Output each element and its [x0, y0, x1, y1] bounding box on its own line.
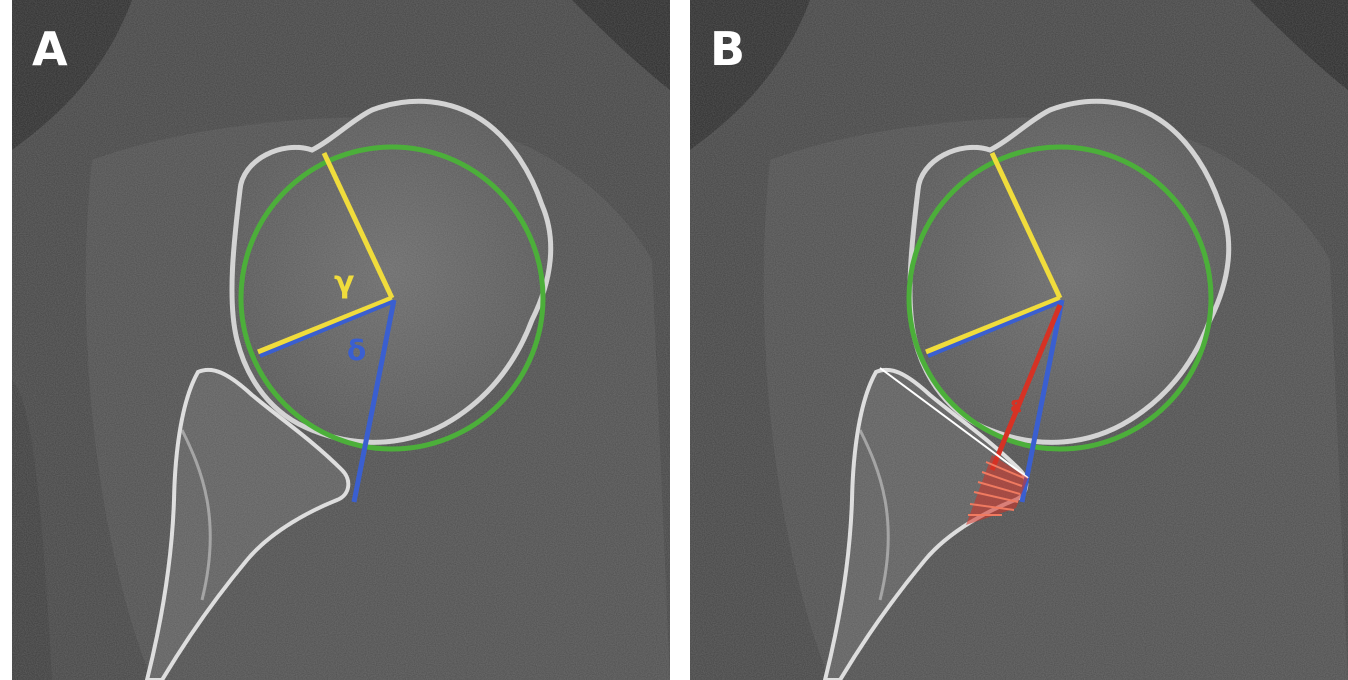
panel-label-a: A — [32, 22, 69, 76]
delta-label: δ — [347, 334, 366, 367]
gamma-line-upper — [989, 151, 1063, 300]
delta-line-lower — [259, 300, 393, 358]
panel-b: ε B — [690, 0, 1348, 680]
panel-a: γ δ A — [12, 0, 670, 680]
gamma-label: γ — [334, 265, 354, 300]
gamma-line-lower — [257, 295, 393, 355]
ct-image-b: ε — [690, 0, 1348, 680]
delta-line-axis — [351, 299, 397, 503]
best-fit-circle — [238, 144, 546, 452]
best-fit-circle — [906, 144, 1214, 452]
panel-label-b: B — [710, 22, 747, 76]
defect-hatch — [968, 461, 1025, 516]
delta-line-lower — [927, 300, 1061, 358]
gamma-line-upper — [321, 151, 395, 300]
delta-line-axis — [1019, 299, 1065, 503]
defect-line — [989, 304, 1063, 471]
glenoid-line — [879, 367, 1029, 479]
epsilon-label: ε — [1010, 393, 1022, 418]
gamma-line-lower — [925, 295, 1061, 355]
ct-image-a: γ δ — [12, 0, 670, 680]
